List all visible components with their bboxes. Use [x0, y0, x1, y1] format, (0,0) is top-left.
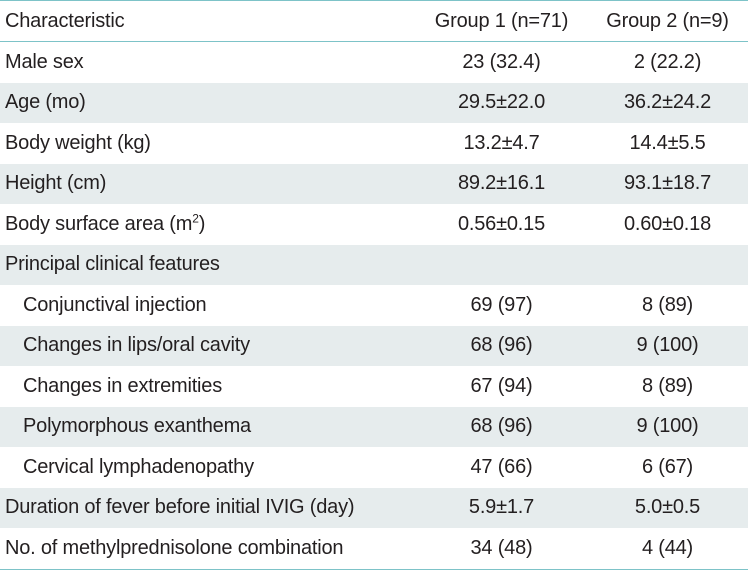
row-label-suffix: ) [198, 212, 206, 235]
group-2-value: 8 (89) [641, 293, 694, 316]
table-row: Conjunctival injection 69 (97) 8 (89) [0, 285, 748, 326]
table-row: Body surface area (m2) 0.56±0.15 0.60±0.18 [0, 204, 748, 245]
group-2-value: 93.1±18.7 [623, 172, 712, 195]
table-row: Height (cm) 89.2±16.1 93.1±18.7 [0, 163, 748, 204]
row-label-text: Male sex [5, 50, 84, 73]
table-body: Male sex 23 (32.4) 2 (22.2) Age (mo) 29.5±22… [0, 42, 748, 569]
row-label-text: Polymorphous exanthema [23, 415, 251, 438]
group-2-value: 14.4±5.5 [629, 131, 706, 154]
row-label: Duration of fever before initial IVIG (d… [0, 496, 416, 519]
group-1-value: 89.2±16.1 [457, 172, 546, 195]
row-label: Height (cm) [0, 172, 416, 195]
row-label: Body weight (kg) [0, 132, 416, 155]
header-characteristic: Characteristic [5, 9, 125, 32]
group-1-value: 29.5±22.0 [457, 91, 546, 114]
group-2-value: 36.2±24.2 [623, 91, 712, 114]
group-1-value: 5.9±1.7 [468, 496, 535, 519]
row-label: No. of methylprednisolone combination [0, 537, 416, 560]
row-label: Principal clinical features [0, 253, 416, 276]
table-row: No. of methylprednisolone combination 34 … [0, 528, 748, 569]
group-1-value: 47 (66) [470, 455, 533, 478]
row-label: Polymorphous exanthema [0, 415, 416, 438]
group-2-value: 6 (67) [641, 455, 694, 478]
row-label-text: Age (mo) [5, 91, 86, 114]
table-row: Principal clinical features [0, 244, 748, 285]
group-2-value: 9 (100) [636, 415, 699, 438]
row-label: Age (mo) [0, 91, 416, 114]
group-2-value: 2 (22.2) [633, 50, 702, 73]
row-label-text: Height (cm) [5, 172, 107, 195]
table-row: Polymorphous exanthema 68 (96) 9 (100) [0, 406, 748, 447]
row-label-text: Changes in extremities [23, 374, 223, 397]
group-1-value: 68 (96) [470, 334, 533, 357]
group-1-value: 68 (96) [470, 415, 533, 438]
table-row: Body weight (kg) 13.2±4.7 14.4±5.5 [0, 123, 748, 164]
row-label-text: Conjunctival injection [23, 293, 207, 316]
table-row: Cervical lymphadenopathy 47 (66) 6 (67) [0, 447, 748, 488]
row-label-text: Cervical lymphadenopathy [23, 455, 254, 478]
group-2-value: 8 (89) [641, 374, 694, 397]
row-label-text: No. of methylprednisolone combination [5, 536, 344, 559]
header-group-2: Group 2 (n=9) [606, 9, 729, 32]
group-1-value: 13.2±4.7 [463, 131, 540, 154]
group-2-value: 0.60±0.18 [623, 212, 712, 235]
row-label-text: Duration of fever before initial IVIG (d… [5, 496, 355, 519]
row-label-superscript: 2 [192, 211, 199, 226]
group-1-value: 23 (32.4) [462, 50, 541, 73]
row-label: Cervical lymphadenopathy [0, 456, 416, 479]
group-1-value: 69 (97) [470, 293, 533, 316]
table-header-row: Characteristic Group 1 (n=71) Group 2 (n… [0, 1, 748, 42]
row-label-text: Body surface area (m [5, 212, 193, 235]
row-label-text: Body weight (kg) [5, 131, 151, 154]
table-row: Male sex 23 (32.4) 2 (22.2) [0, 42, 748, 83]
row-label: Conjunctival injection [0, 294, 416, 317]
row-label-text: Principal clinical features [5, 253, 220, 276]
group-2-value: 4 (44) [641, 536, 694, 559]
group-1-value: 34 (48) [470, 536, 533, 559]
group-2-value: 9 (100) [636, 334, 699, 357]
row-label: Changes in lips/oral cavity [0, 334, 416, 357]
row-label-text: Changes in lips/oral cavity [23, 334, 250, 357]
table-row: Duration of fever before initial IVIG (d… [0, 487, 748, 528]
table-row: Age (mo) 29.5±22.0 36.2±24.2 [0, 82, 748, 123]
row-label: Body surface area (m2) [0, 211, 416, 236]
table-row: Changes in lips/oral cavity 68 (96) 9 (100… [0, 325, 748, 366]
row-label: Male sex [0, 51, 416, 74]
table-row: Changes in extremities 67 (94) 8 (89) [0, 366, 748, 407]
group-1-value: 0.56±0.15 [457, 212, 546, 235]
group-1-value: 67 (94) [470, 374, 533, 397]
header-group-1: Group 1 (n=71) [434, 9, 569, 32]
group-2-value: 5.0±0.5 [634, 496, 701, 519]
row-label: Changes in extremities [0, 375, 416, 398]
